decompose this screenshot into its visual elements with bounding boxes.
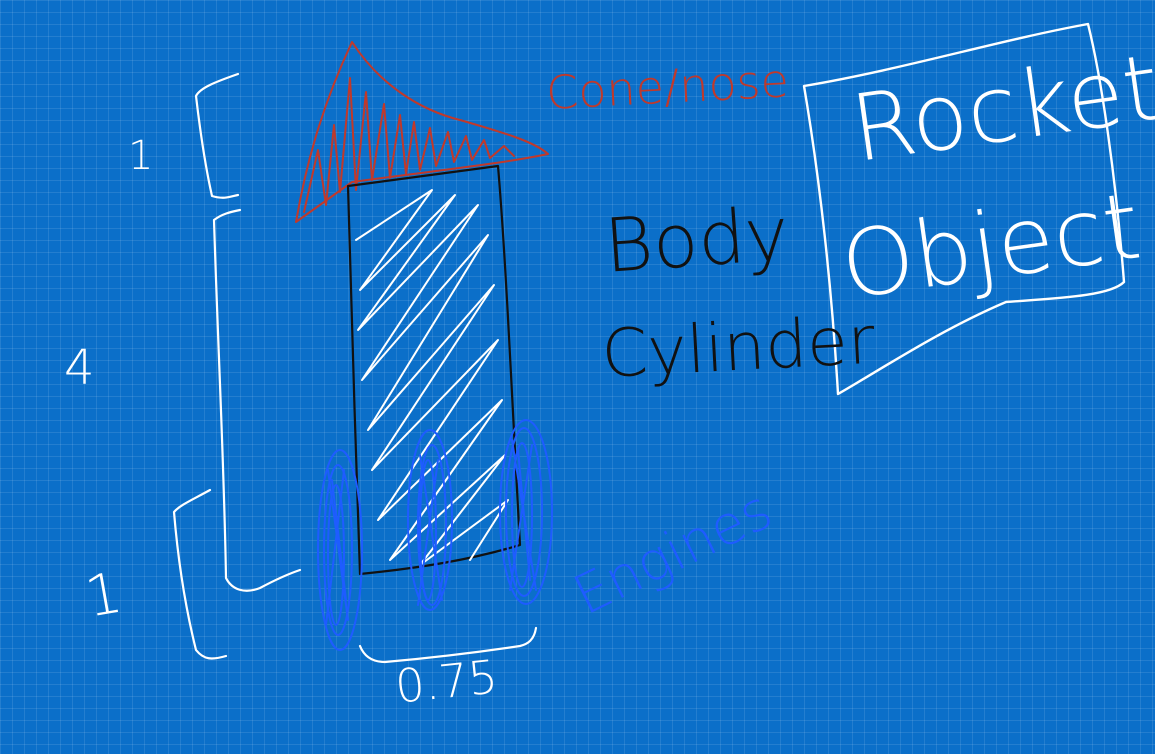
engines	[317, 419, 553, 651]
engine-left	[317, 449, 363, 651]
dimension-brackets	[172, 72, 538, 664]
bracket-width	[358, 626, 538, 664]
nose-cone-hatch	[303, 77, 515, 213]
dimension-cone-value: 1	[128, 133, 154, 179]
label-body: Body	[601, 191, 792, 290]
label-cylinder: Cylinder	[599, 301, 877, 393]
bracket-cone	[194, 72, 240, 199]
engine-right	[499, 419, 553, 605]
bracket-body	[212, 208, 302, 592]
nose-cone	[295, 41, 549, 223]
nose-cone-outline	[295, 41, 549, 223]
label-cone-nose: Cone/nose	[544, 53, 791, 120]
dimension-width-value: 0.75	[392, 649, 501, 714]
body-cylinder-outline	[346, 164, 522, 576]
rocket-object-box	[802, 22, 1126, 396]
engine-middle	[407, 429, 453, 611]
bracket-engines	[172, 488, 228, 660]
dimension-body-value: 4	[64, 340, 95, 396]
